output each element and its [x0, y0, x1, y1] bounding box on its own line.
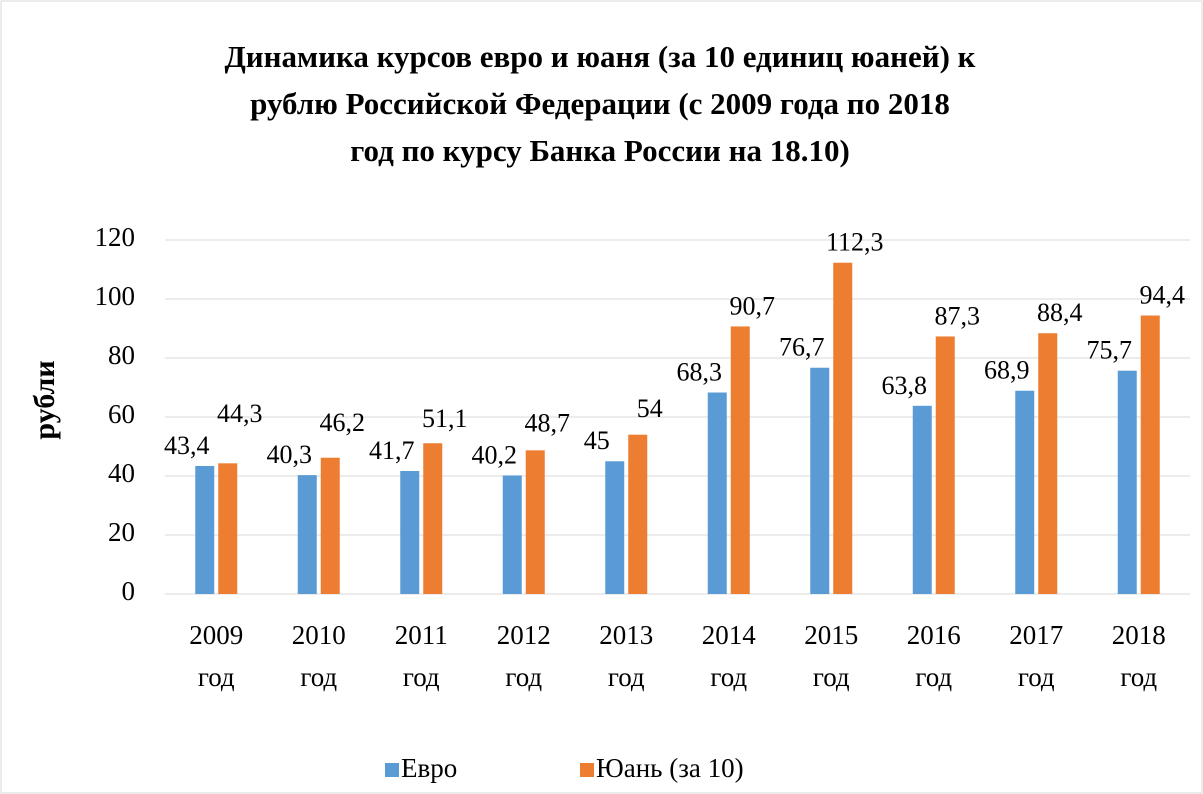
- x-tick-label: 2014 год: [702, 620, 757, 692]
- data-label: 75,7: [1087, 336, 1133, 365]
- bar: [935, 336, 955, 594]
- y-tick-label: 100: [95, 281, 136, 311]
- data-label: 48,7: [525, 408, 571, 437]
- y-tick-label: 0: [122, 576, 136, 606]
- bar: [400, 470, 420, 594]
- y-tick-label: 80: [108, 340, 135, 370]
- x-tick-label: 2018 год: [1112, 620, 1166, 692]
- y-axis-label: рубли: [28, 360, 61, 439]
- bar: [605, 461, 625, 594]
- bar: [195, 465, 215, 594]
- bar: [730, 326, 750, 594]
- data-label: 68,9: [984, 356, 1030, 385]
- x-tick-label: 2015 год: [804, 620, 858, 692]
- data-label: 41,7: [369, 436, 415, 465]
- bar: [628, 434, 648, 594]
- y-tick-label: 40: [108, 458, 135, 488]
- data-label: 88,4: [1037, 298, 1083, 327]
- data-label: 68,3: [677, 357, 723, 386]
- x-tick-label: 2011 год: [395, 620, 448, 692]
- data-label: 46,2: [320, 408, 366, 437]
- bar: [1038, 333, 1058, 594]
- legend-swatch: [385, 763, 399, 777]
- data-label: 40,2: [472, 440, 518, 469]
- data-label: 44,3: [217, 399, 263, 428]
- data-label: 90,7: [730, 291, 776, 320]
- bar: [1117, 370, 1137, 594]
- y-tick-label: 20: [108, 517, 135, 547]
- bar: [320, 457, 340, 594]
- legend-label: Юань (за 10): [596, 753, 744, 783]
- bar: [297, 475, 317, 594]
- data-label: 94,4: [1140, 280, 1186, 309]
- data-label: 43,4: [164, 431, 210, 460]
- data-label: 112,3: [826, 228, 884, 257]
- bar: [833, 262, 853, 594]
- legend-label: Евро: [401, 753, 457, 783]
- data-label: 45: [584, 426, 610, 455]
- bar: [423, 443, 443, 594]
- data-label: 40,3: [267, 440, 313, 469]
- x-tick-label: 2009 год: [189, 620, 243, 692]
- bar: [502, 475, 522, 594]
- bar: [707, 392, 727, 594]
- x-tick-label: 2016 год: [907, 620, 961, 692]
- bar: [218, 463, 238, 594]
- bar: [1140, 315, 1160, 594]
- data-label: 76,7: [779, 333, 825, 362]
- data-label: 63,8: [882, 371, 928, 400]
- y-tick-label: 60: [108, 399, 135, 429]
- bar: [810, 367, 830, 594]
- chart-title: Динамика курсов евро и юаня (за 10 едини…: [224, 39, 975, 168]
- x-tick-label: 2012 год: [497, 620, 551, 692]
- x-tick-label: 2013 год: [599, 620, 653, 692]
- data-label: 51,1: [422, 404, 468, 433]
- data-label: 87,3: [935, 301, 981, 330]
- y-tick-label: 120: [95, 222, 136, 252]
- bar: [912, 405, 932, 594]
- legend-swatch: [580, 763, 594, 777]
- x-tick-label: 2017 год: [1009, 620, 1063, 692]
- x-tick-label: 2010 год: [292, 620, 346, 692]
- bar: [525, 450, 545, 594]
- data-label: 54: [637, 394, 663, 423]
- bar: [1015, 390, 1035, 594]
